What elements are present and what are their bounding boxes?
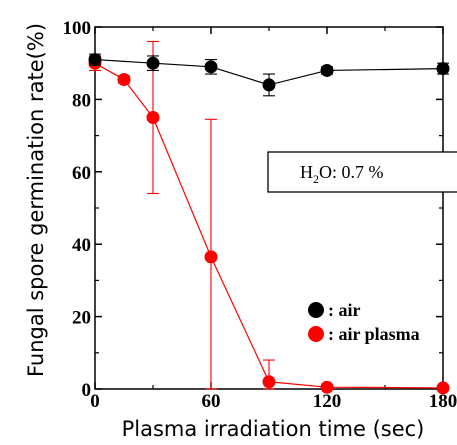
y-tick-label: 20 bbox=[72, 308, 91, 329]
data-point-air-plasma bbox=[204, 250, 218, 264]
x-tick-label: 120 bbox=[313, 391, 342, 412]
y-tick-label: 100 bbox=[63, 18, 92, 39]
data-point-air-plasma bbox=[262, 375, 276, 389]
data-point-air-plasma bbox=[436, 381, 450, 395]
y-tick-label: 60 bbox=[72, 163, 91, 184]
legend-label-air-plasma: : air plasma bbox=[328, 324, 420, 344]
data-point-air-plasma bbox=[320, 380, 334, 394]
data-point-air-plasma bbox=[146, 111, 160, 124]
y-tick-label: 40 bbox=[72, 235, 91, 256]
x-tick-label: 180 bbox=[429, 391, 457, 412]
data-point-air bbox=[146, 56, 160, 70]
legend-marker-air-plasma bbox=[308, 326, 324, 342]
annotation-subscript: 2 bbox=[313, 172, 319, 186]
data-point-air bbox=[204, 60, 218, 74]
y-tick-label: 0 bbox=[82, 380, 92, 401]
legend: : air : air plasma bbox=[308, 300, 420, 344]
data-point-air bbox=[88, 53, 102, 67]
legend-marker-air bbox=[308, 302, 324, 318]
x-tick-label: 0 bbox=[90, 391, 100, 412]
y-axis-label: Fungal spore germination rate(%) bbox=[24, 23, 48, 377]
y-ticks: 0 20 40 60 80 100 bbox=[63, 18, 443, 401]
y-tick-label: 80 bbox=[72, 90, 91, 111]
plot-area bbox=[88, 40, 450, 395]
annotation-rest: O: 0.7 % bbox=[319, 162, 384, 182]
series-air bbox=[88, 53, 450, 97]
data-point-air bbox=[436, 62, 450, 76]
data-point-air bbox=[262, 78, 276, 92]
annotation-text: H2O: 0.7 % bbox=[300, 162, 384, 186]
legend-label-air: : air bbox=[328, 300, 360, 320]
data-point-air-plasma bbox=[117, 72, 131, 86]
data-point-air bbox=[320, 63, 334, 77]
annotation-main: H bbox=[300, 162, 313, 182]
x-axis-label: Plasma irradiation time (sec) bbox=[122, 417, 425, 441]
annotation-box: H2O: 0.7 % bbox=[267, 151, 457, 193]
series-line-air bbox=[94, 58, 444, 86]
x-tick-label: 60 bbox=[202, 391, 221, 412]
